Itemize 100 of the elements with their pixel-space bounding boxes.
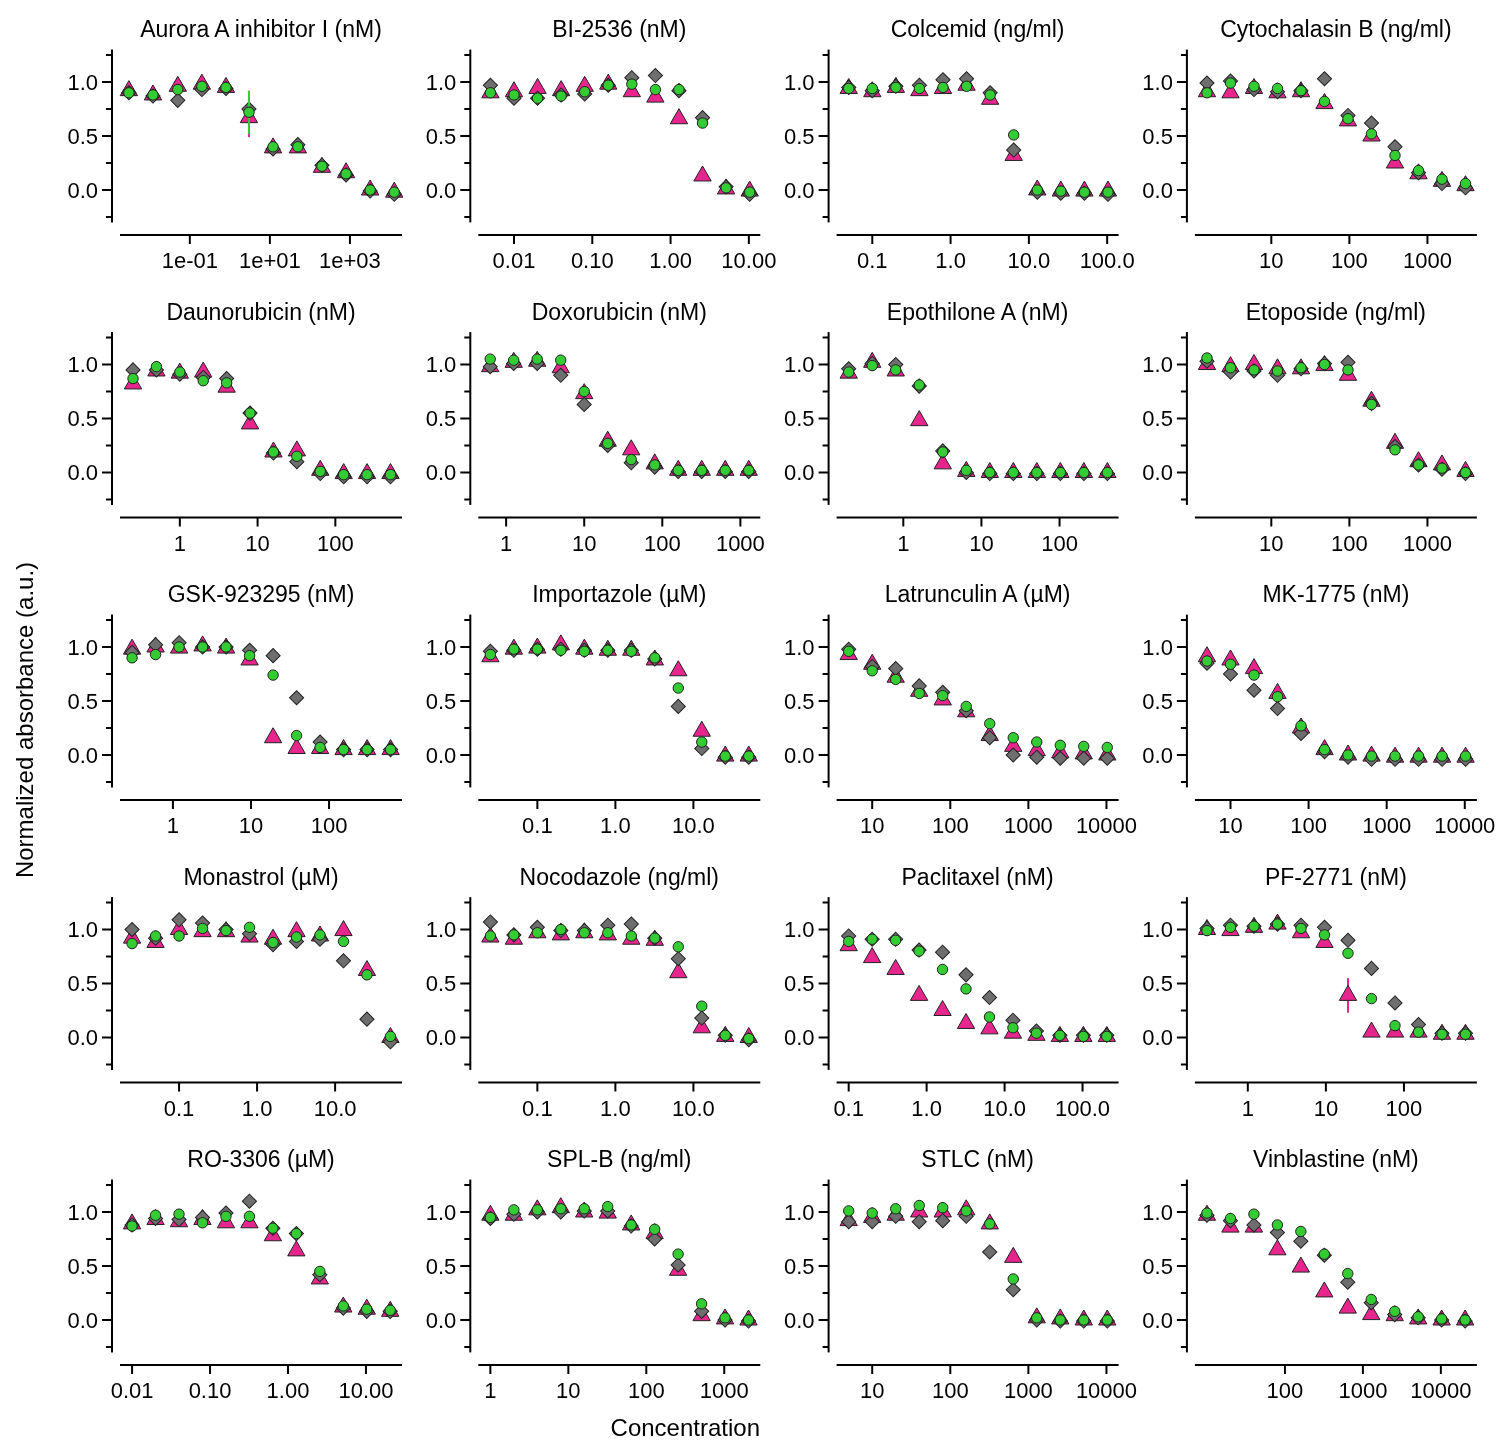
- chart-title: PF-2771 (nM): [1264, 863, 1407, 890]
- x-tick-label: 10: [1259, 530, 1284, 556]
- y-tick-label: 0.5: [67, 406, 98, 432]
- x-tick-label: 1.0: [241, 1095, 273, 1121]
- x-tick-label: 1: [173, 530, 186, 556]
- y-tick-label: 0.0: [1142, 460, 1173, 486]
- y-tick-label: 0.0: [425, 742, 457, 768]
- y-tick-label: 1.0: [67, 1199, 98, 1225]
- x-tick-label: 1.0: [600, 813, 631, 838]
- y-tick-label: 0.0: [67, 460, 98, 486]
- x-tick-label: 1000: [1338, 1378, 1388, 1403]
- y-tick-label: 0.5: [425, 1253, 457, 1279]
- x-tick-label: 1.0: [600, 1095, 631, 1121]
- x-tick-label: 10000: [1434, 813, 1496, 838]
- y-tick-label: 0.5: [784, 1253, 815, 1279]
- y-tick-label: 0.0: [1142, 177, 1173, 203]
- chart-title: GSK-923295 (nM): [167, 581, 355, 607]
- x-tick-label: 0.1: [857, 248, 888, 273]
- y-tick-label: 1.0: [425, 917, 457, 943]
- y-tick-label: 0.5: [67, 688, 98, 714]
- y-tick-label: 0.5: [784, 971, 815, 997]
- y-tick-label: 1.0: [784, 69, 815, 95]
- y-tick-label: 0.5: [784, 688, 815, 714]
- x-tick-label: 10: [238, 813, 264, 838]
- x-tick-label: 10.00: [721, 248, 777, 273]
- x-tick-label: 1000: [1362, 813, 1412, 838]
- y-tick-label: 0.0: [784, 1025, 815, 1051]
- x-tick-label: 1.0: [911, 1095, 942, 1121]
- x-tick-label: 10.0: [671, 813, 715, 838]
- x-tick-label: 0.1: [522, 1095, 553, 1121]
- y-tick-label: 0.0: [1142, 1307, 1173, 1333]
- chart-title: Cytochalasin B (ng/ml): [1220, 16, 1452, 42]
- x-tick-label: 10: [969, 530, 994, 556]
- x-tick-label: 10: [1218, 813, 1243, 838]
- y-tick-label: 1.0: [67, 352, 98, 378]
- y-tick-label: 1.0: [1142, 1199, 1173, 1225]
- x-tick-label: 100: [1331, 248, 1368, 273]
- chart-title: Latrunculin A (µM): [884, 581, 1071, 607]
- y-axis-title: Normalized absorbance (a.u.): [11, 561, 38, 879]
- y-tick-label: 0.5: [67, 123, 98, 149]
- x-tick-label: 0.01: [492, 248, 536, 273]
- x-tick-label: 10.0: [983, 1095, 1027, 1121]
- chart-title: Colcemid (ng/ml): [890, 16, 1065, 42]
- x-tick-label: 10.0: [1007, 248, 1051, 273]
- y-tick-label: 0.0: [67, 1025, 98, 1051]
- y-tick-label: 1.0: [67, 69, 98, 95]
- x-tick-label: 10: [556, 1378, 581, 1403]
- chart-title: BI-2536 (nM): [552, 16, 687, 42]
- x-tick-label: 1: [484, 1378, 497, 1403]
- x-tick-label: 1: [897, 530, 910, 556]
- chart-title: Daunorubicin (nM): [166, 298, 356, 325]
- x-tick-label: 0.01: [110, 1378, 154, 1403]
- x-tick-label: 1000: [1402, 530, 1452, 556]
- x-tick-label: 100.0: [1079, 248, 1135, 273]
- chart-title: Etoposide (ng/ml): [1245, 298, 1427, 325]
- x-tick-label: 100: [1385, 1095, 1423, 1121]
- x-tick-label: 0.10: [188, 1378, 232, 1403]
- x-tick-label: 100: [627, 1378, 665, 1403]
- x-tick-label: 0.10: [570, 248, 614, 273]
- y-tick-label: 0.5: [425, 406, 457, 432]
- y-tick-label: 1.0: [1142, 634, 1173, 660]
- x-tick-label: 10000: [1075, 813, 1138, 838]
- x-tick-label: 10.0: [313, 1095, 357, 1121]
- y-tick-label: 0.0: [67, 742, 98, 768]
- y-tick-label: 0.0: [784, 742, 815, 768]
- x-tick-label: 100: [316, 530, 354, 556]
- y-tick-label: 0.0: [425, 177, 457, 203]
- x-tick-label: 0.1: [522, 813, 553, 838]
- x-tick-label: 10: [859, 1378, 885, 1403]
- x-tick-label: 10: [571, 530, 597, 556]
- y-tick-label: 0.5: [1142, 1253, 1173, 1279]
- x-tick-label: 1000: [715, 530, 765, 556]
- x-tick-label: 100: [1290, 813, 1327, 838]
- y-tick-label: 1.0: [1142, 69, 1173, 95]
- x-tick-label: 10: [1259, 248, 1284, 273]
- y-tick-label: 1.0: [1142, 352, 1173, 378]
- chart-title: Nocodazole (ng/ml): [519, 863, 720, 890]
- x-tick-label: 10.00: [338, 1378, 394, 1403]
- x-tick-label: 10: [859, 813, 885, 838]
- y-tick-label: 0.5: [67, 971, 98, 997]
- x-tick-label: 100.0: [1055, 1095, 1111, 1121]
- x-tick-label: 0.1: [163, 1095, 195, 1121]
- y-tick-label: 1.0: [67, 634, 98, 660]
- x-tick-label: 1e+03: [319, 248, 381, 273]
- y-tick-label: 1.0: [784, 634, 815, 660]
- x-tick-label: 100: [931, 1378, 969, 1403]
- y-tick-label: 0.0: [67, 1307, 98, 1333]
- chart-title: SPL-B (ng/ml): [547, 1146, 692, 1172]
- x-tick-label: 1000: [699, 1378, 749, 1403]
- y-tick-label: 1.0: [425, 352, 457, 378]
- y-tick-label: 0.0: [67, 177, 98, 203]
- chart-title: Epothilone A (nM): [886, 298, 1069, 325]
- x-tick-label: 10: [245, 530, 270, 556]
- y-tick-label: 0.5: [784, 406, 815, 432]
- y-tick-label: 0.5: [1142, 688, 1173, 714]
- chart-title: STLC (nM): [921, 1146, 1034, 1172]
- x-tick-label: 1000: [1402, 248, 1452, 273]
- x-tick-label: 1000: [1003, 813, 1053, 838]
- y-tick-label: 0.0: [1142, 1025, 1173, 1051]
- x-tick-label: 10000: [1075, 1378, 1138, 1403]
